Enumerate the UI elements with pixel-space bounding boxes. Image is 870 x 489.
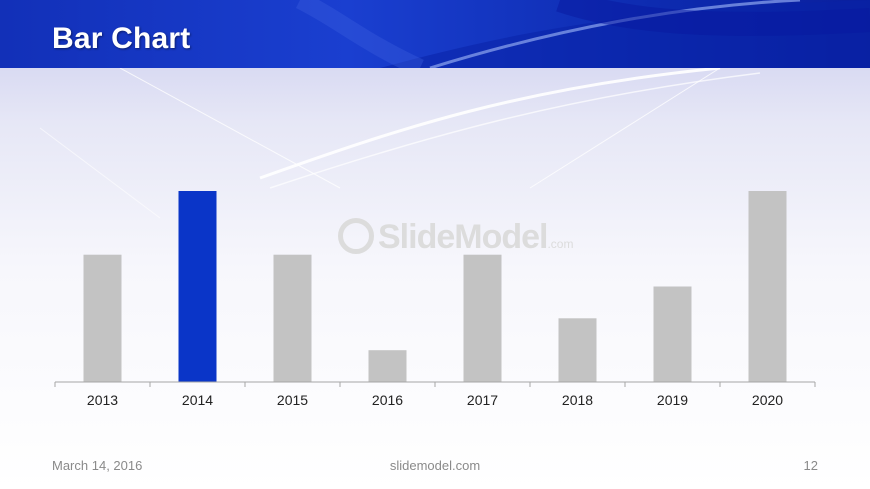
bar-2013 bbox=[83, 254, 122, 382]
x-tick-label: 2017 bbox=[467, 392, 498, 408]
watermark-logo: SlideModel.com bbox=[338, 218, 573, 257]
slide-header: Bar Chart bbox=[0, 0, 870, 68]
x-tick-label: 2019 bbox=[657, 392, 688, 408]
slide-title: Bar Chart bbox=[52, 22, 191, 55]
bar-2018 bbox=[558, 318, 597, 382]
header-swoosh-decoration bbox=[295, 0, 870, 68]
footer-date: March 14, 2016 bbox=[52, 458, 143, 473]
x-tick-label: 2018 bbox=[562, 392, 593, 408]
x-tick-label: 2015 bbox=[277, 392, 308, 408]
watermark-text: SlideModel bbox=[378, 218, 548, 256]
bar-2019 bbox=[653, 286, 692, 382]
bar-2020 bbox=[748, 191, 787, 382]
watermark-suffix: .com bbox=[547, 237, 574, 251]
x-tick-label: 2016 bbox=[372, 392, 403, 408]
x-tick-label: 2014 bbox=[182, 392, 213, 408]
bar-2014 bbox=[178, 191, 217, 382]
background-decoration bbox=[39, 68, 761, 219]
watermark-ring-icon bbox=[338, 218, 374, 254]
bar-2015 bbox=[273, 254, 312, 382]
x-tick-label: 2013 bbox=[87, 392, 118, 408]
page-number: 12 bbox=[803, 458, 818, 473]
bar-2016 bbox=[368, 350, 407, 382]
x-tick-label: 2020 bbox=[752, 392, 783, 408]
bar-2017 bbox=[463, 254, 502, 382]
footer-site: slidemodel.com bbox=[389, 458, 481, 473]
